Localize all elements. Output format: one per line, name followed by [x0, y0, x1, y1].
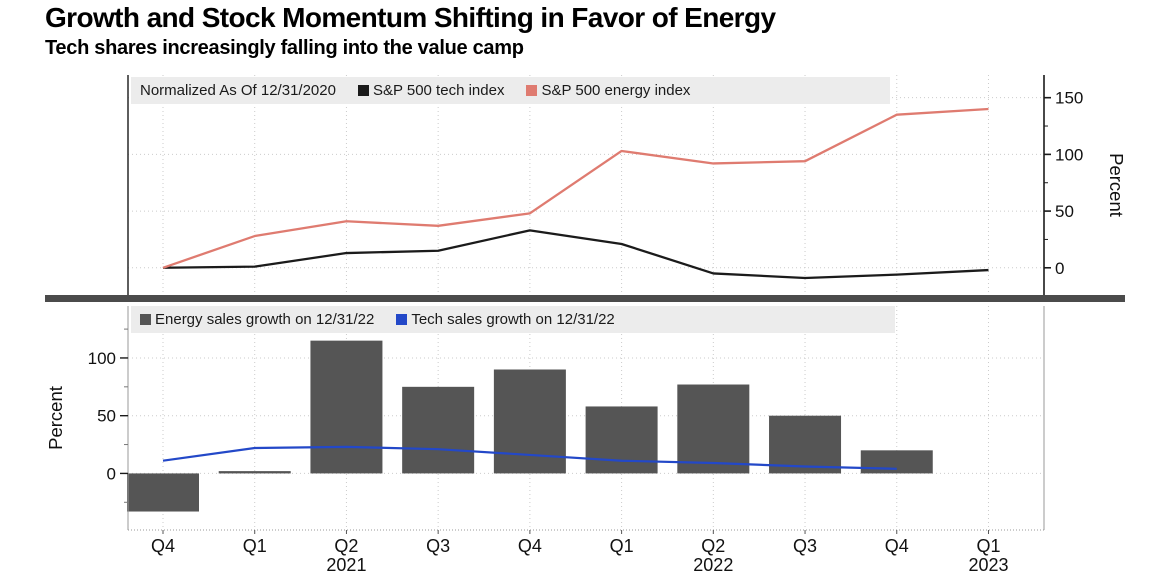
bar	[493, 369, 566, 474]
bar	[860, 450, 933, 474]
legend-label-energy-sales: Energy sales growth on 12/31/22	[155, 311, 375, 328]
top-y-tick-label: 0	[1055, 259, 1064, 278]
top-y-axis-title: Percent	[1106, 153, 1127, 217]
bar	[677, 384, 750, 474]
bar	[402, 386, 475, 474]
x-quarter-label: Q1	[243, 536, 267, 556]
top-y-tick-label: 50	[1055, 202, 1074, 221]
tech-index-line	[162, 229, 989, 280]
tech-sales-line	[162, 445, 897, 470]
legend-label-tech-sales: Tech sales growth on 12/31/22	[411, 311, 615, 328]
x-quarter-label: Q2	[701, 536, 725, 556]
x-year-label: 2022	[693, 555, 733, 574]
top-y-tick-label: 150	[1055, 89, 1083, 108]
x-quarter-label: Q1	[976, 536, 1000, 556]
tech-index-swatch	[357, 85, 369, 96]
x-quarter-label: Q2	[334, 536, 358, 556]
legend-item-tech-sales: Tech sales growth on 12/31/22	[396, 311, 615, 328]
legend-item-energy-index: S&P 500 energy index	[526, 82, 690, 99]
x-quarter-label: Q3	[793, 536, 817, 556]
legend-item-energy-sales: Energy sales growth on 12/31/22	[140, 311, 374, 328]
top-chart-grid	[128, 75, 1044, 295]
bottom-y-tick-label: 50	[97, 407, 116, 426]
legend-label-tech-index: S&P 500 tech index	[372, 82, 505, 99]
energy-index-swatch	[526, 85, 538, 96]
legend-label-energy-index: S&P 500 energy index	[541, 82, 691, 99]
bottom-y-tick-label: 0	[107, 464, 116, 483]
page-subtitle: Tech shares increasingly falling into th…	[45, 37, 524, 59]
bar	[769, 415, 842, 474]
bar	[127, 473, 199, 512]
chart-separator-bar	[45, 295, 1125, 302]
bar	[310, 340, 383, 474]
bottom-chart-axes: 0 50 100 Percent	[45, 306, 1045, 531]
x-quarter-label: Q4	[885, 536, 909, 556]
legend-note: Normalized As Of 12/31/2020	[140, 82, 336, 99]
legend-item-tech-index: S&P 500 tech index	[357, 82, 505, 99]
bar	[585, 406, 658, 474]
page-title: Growth and Stock Momentum Shifting in Fa…	[45, 2, 776, 33]
energy-sales-bars	[127, 340, 933, 512]
bottom-y-tick-label: 100	[88, 349, 116, 368]
bottom-y-axis-title: Percent	[45, 386, 66, 450]
x-year-label: 2021	[326, 555, 366, 574]
x-quarter-label: Q4	[518, 536, 542, 556]
top-chart-legend: Normalized As Of 12/31/2020 S&P 500 tech…	[131, 77, 890, 104]
x-axis-labels: Q4 Q1 Q2 Q3 Q4 Q1 Q2 Q3 Q4 Q1 2021 2022 2023	[151, 530, 1009, 574]
x-quarter-label: Q4	[151, 536, 175, 556]
x-quarter-label: Q1	[610, 536, 634, 556]
energy-sales-swatch	[140, 314, 151, 325]
bottom-chart-legend: Energy sales growth on 12/31/22 Tech sal…	[131, 306, 895, 333]
bar	[218, 471, 291, 474]
energy-index-line	[162, 107, 989, 269]
top-y-tick-label: 100	[1055, 145, 1083, 164]
top-chart-axes: 0 50 100 150 Percent	[127, 75, 1127, 295]
x-year-label: 2023	[968, 555, 1008, 574]
x-quarter-label: Q3	[426, 536, 450, 556]
tech-sales-swatch	[396, 314, 408, 325]
